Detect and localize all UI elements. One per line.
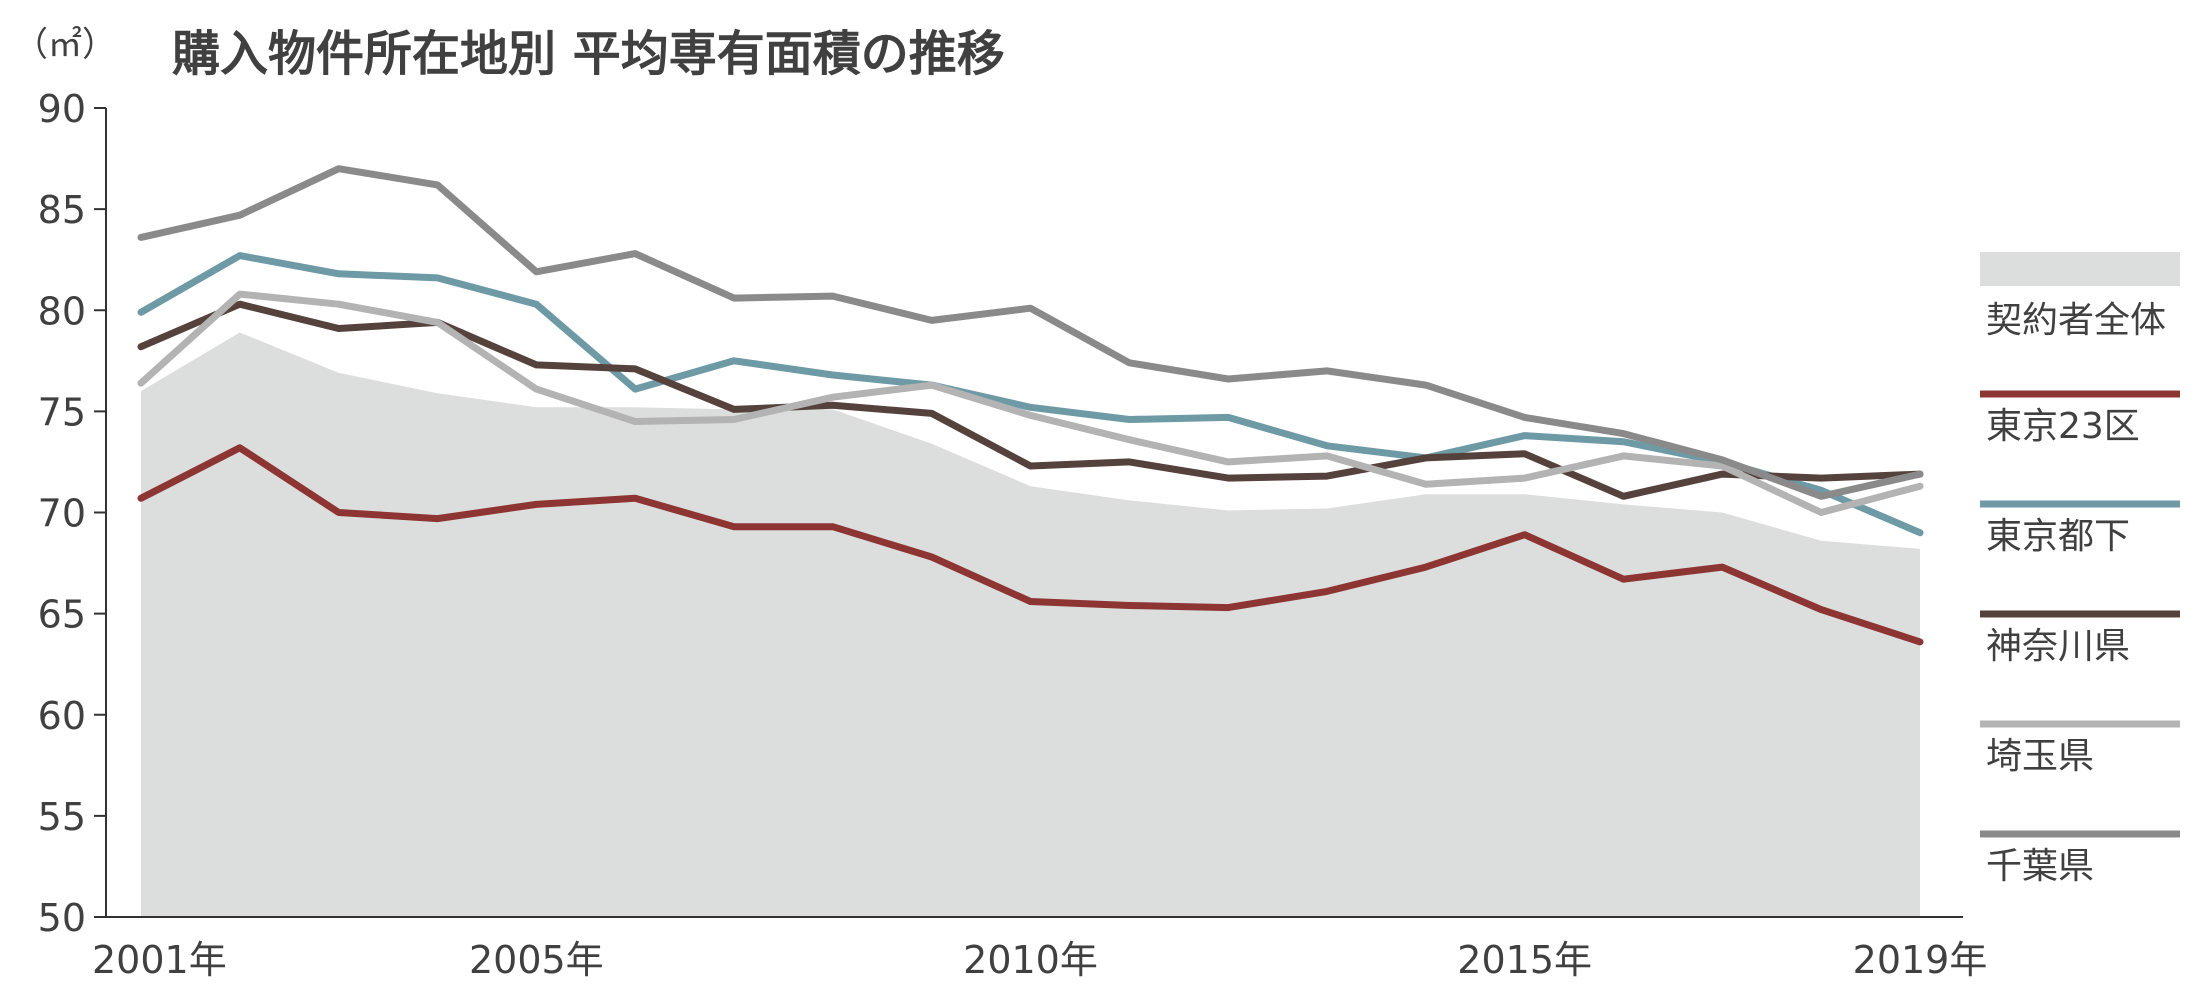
axis-layer: 50 55 60 65 70 75 80 85 90 2001年 2005年 2010年 2015年 20…: [38, 87, 1988, 982]
y-tick-label: 55: [38, 795, 86, 839]
y-tick-label: 75: [38, 390, 86, 434]
y-tick-label: 90: [38, 87, 86, 131]
x-tick-label: 2005年: [469, 938, 604, 982]
legend-label-5: 千葉県: [1986, 846, 2094, 887]
y-tick-label: 65: [38, 593, 86, 637]
series-line-5: [137, 165, 1924, 500]
unit-label: （㎡）: [14, 25, 116, 65]
y-tick-label: 50: [38, 896, 86, 940]
y-tick-label: 80: [38, 289, 86, 333]
series-line-1: [137, 444, 1924, 646]
area-series-overall: [141, 332, 1920, 917]
y-tick-label: 70: [38, 492, 86, 536]
legend-label-overall: 契約者全体: [1986, 300, 2166, 341]
legend-label-3: 神奈川県: [1986, 626, 2130, 667]
x-tick-label: 2019年: [1853, 938, 1988, 982]
legend-label-4: 埼玉県: [1986, 736, 2094, 777]
x-tick-label: 2001年: [92, 938, 227, 982]
y-tick-label: 60: [38, 694, 86, 738]
series-line-2: [137, 252, 1924, 537]
series-line-4: [137, 290, 1924, 516]
legend-swatch-overall: [1980, 252, 2180, 286]
x-tick-label: 2015年: [1457, 938, 1592, 982]
legend-label-2: 東京都下: [1986, 516, 2130, 557]
chart-title: 購入物件所在地別 平均専有面積の推移: [172, 26, 1005, 82]
legend-label-1: 東京23区: [1986, 406, 2140, 447]
y-tick-label: 85: [38, 188, 86, 232]
x-tick-label: 2010年: [963, 938, 1098, 982]
area-layer: [141, 332, 1920, 917]
line-layer: [137, 165, 1924, 646]
